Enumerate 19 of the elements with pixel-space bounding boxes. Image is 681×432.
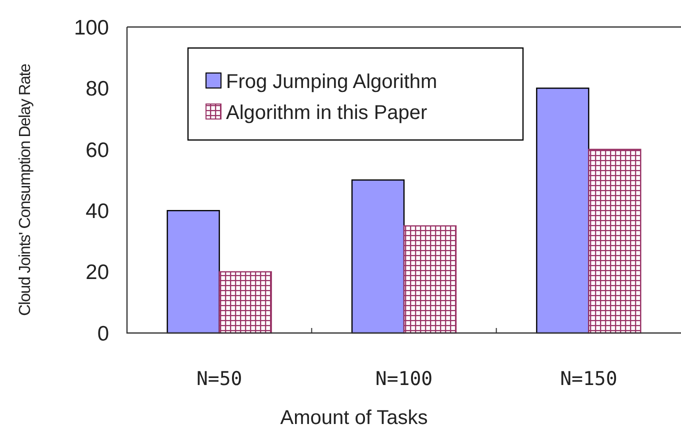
bar: [218, 271, 272, 334]
y-tick-label: 100: [74, 16, 109, 40]
y-tick-label: 80: [86, 78, 109, 101]
y-tick-label: 20: [86, 261, 109, 284]
y-tick-label: 40: [86, 200, 109, 223]
bar: [536, 88, 590, 334]
bar: [351, 179, 405, 334]
bar: [588, 148, 642, 334]
bar: [403, 225, 457, 334]
legend-label: Frog Jumping Algorithm: [226, 71, 438, 93]
x-tick-label: N=150: [560, 368, 618, 390]
y-tick-label: 60: [86, 138, 109, 162]
x-tick-label: N=100: [375, 368, 433, 390]
y-axis-title: Cloud Joints' Consumption Delay Rate: [17, 63, 34, 316]
bar: [166, 210, 220, 334]
legend-label: Algorithm in this Paper: [226, 102, 428, 124]
x-axis-title: Amount of Tasks: [280, 407, 428, 429]
y-tick-label: 0: [97, 322, 109, 346]
x-tick-label: N=50: [196, 368, 242, 390]
